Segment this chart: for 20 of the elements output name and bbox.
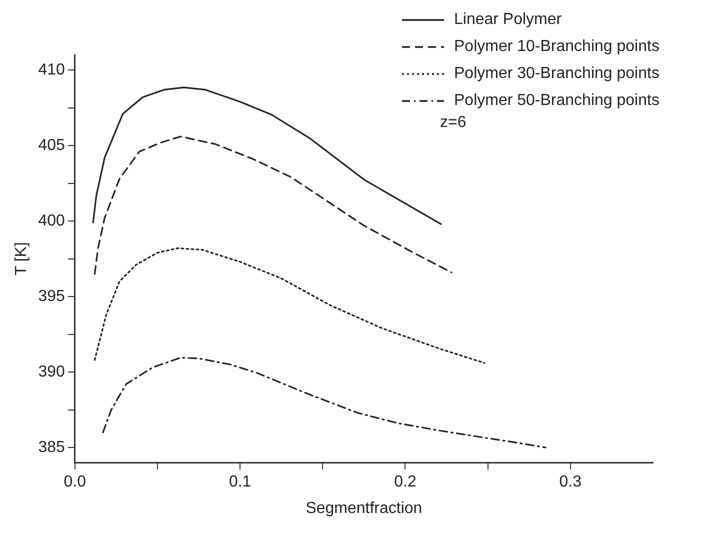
y-tick-label: 395 [38, 288, 65, 305]
line-series [94, 136, 452, 275]
line-series [102, 356, 546, 448]
legend-label: Polymer 30-Branching points [454, 64, 660, 84]
line-series [94, 247, 486, 364]
y-tick-label: 405 [38, 136, 65, 154]
y-tick-label: 410 [38, 62, 65, 79]
y-tick-label: 390 [38, 363, 65, 380]
y-tick-label: 400 [38, 212, 65, 230]
legend-label: Linear Polymer [454, 10, 562, 30]
legend-label: Polymer 10-Branching points [454, 37, 660, 57]
legend-label: Polymer 50-Branching points [454, 91, 660, 111]
x-tick-label: 0.0 [64, 474, 86, 491]
x-axis-title: Segmentfraction [306, 500, 422, 517]
annotation: z=6 [440, 114, 466, 132]
y-tick-label: 385 [38, 438, 65, 456]
x-tick-label: 0.2 [394, 474, 416, 491]
x-tick-label: 0.3 [559, 474, 582, 491]
y-axis-title: T [K] [13, 242, 30, 276]
x-tick-label: 0.1 [228, 474, 252, 491]
